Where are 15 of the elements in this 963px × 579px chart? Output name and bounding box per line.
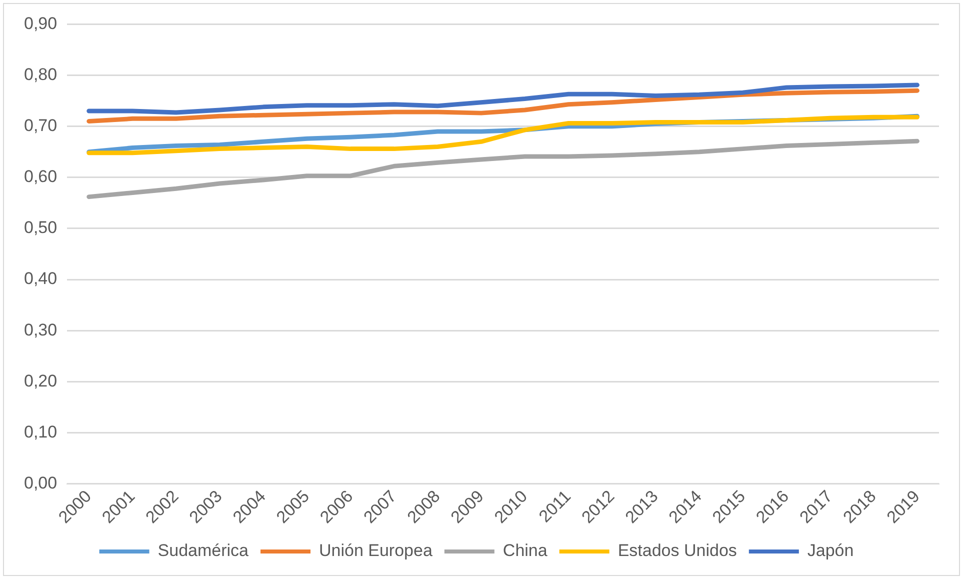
- y-tick-label: 0,10: [24, 422, 58, 442]
- y-tick-label: 0,20: [24, 371, 58, 390]
- y-tick-label: 0,60: [24, 167, 58, 186]
- legend-label: Sudamérica: [158, 541, 250, 560]
- legend-label: Unión Europea: [319, 541, 433, 560]
- y-tick-label: 0,70: [24, 116, 58, 136]
- y-tick-label: 0,50: [24, 218, 58, 238]
- y-tick-label: 0,30: [24, 320, 58, 340]
- legend-label: Estados Unidos: [618, 541, 737, 560]
- y-tick-label: 0,90: [24, 14, 58, 33]
- y-tick-label: 0,00: [24, 474, 58, 493]
- y-tick-label: 0,80: [24, 64, 58, 84]
- y-tick-label: 0,40: [24, 269, 58, 288]
- legend-label: China: [502, 541, 548, 560]
- legend-label: Japón: [807, 541, 854, 560]
